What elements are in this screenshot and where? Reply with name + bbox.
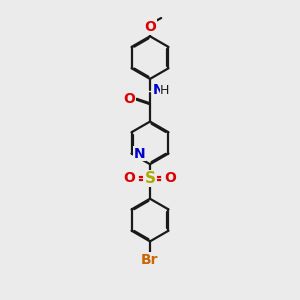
- Text: O: O: [144, 20, 156, 34]
- Text: O: O: [165, 171, 176, 185]
- Text: H: H: [160, 84, 170, 97]
- Text: O: O: [123, 92, 135, 106]
- Text: Br: Br: [141, 253, 159, 266]
- Text: N: N: [134, 147, 145, 160]
- Text: N: N: [152, 83, 164, 97]
- Text: S: S: [145, 171, 155, 186]
- Text: O: O: [124, 171, 135, 185]
